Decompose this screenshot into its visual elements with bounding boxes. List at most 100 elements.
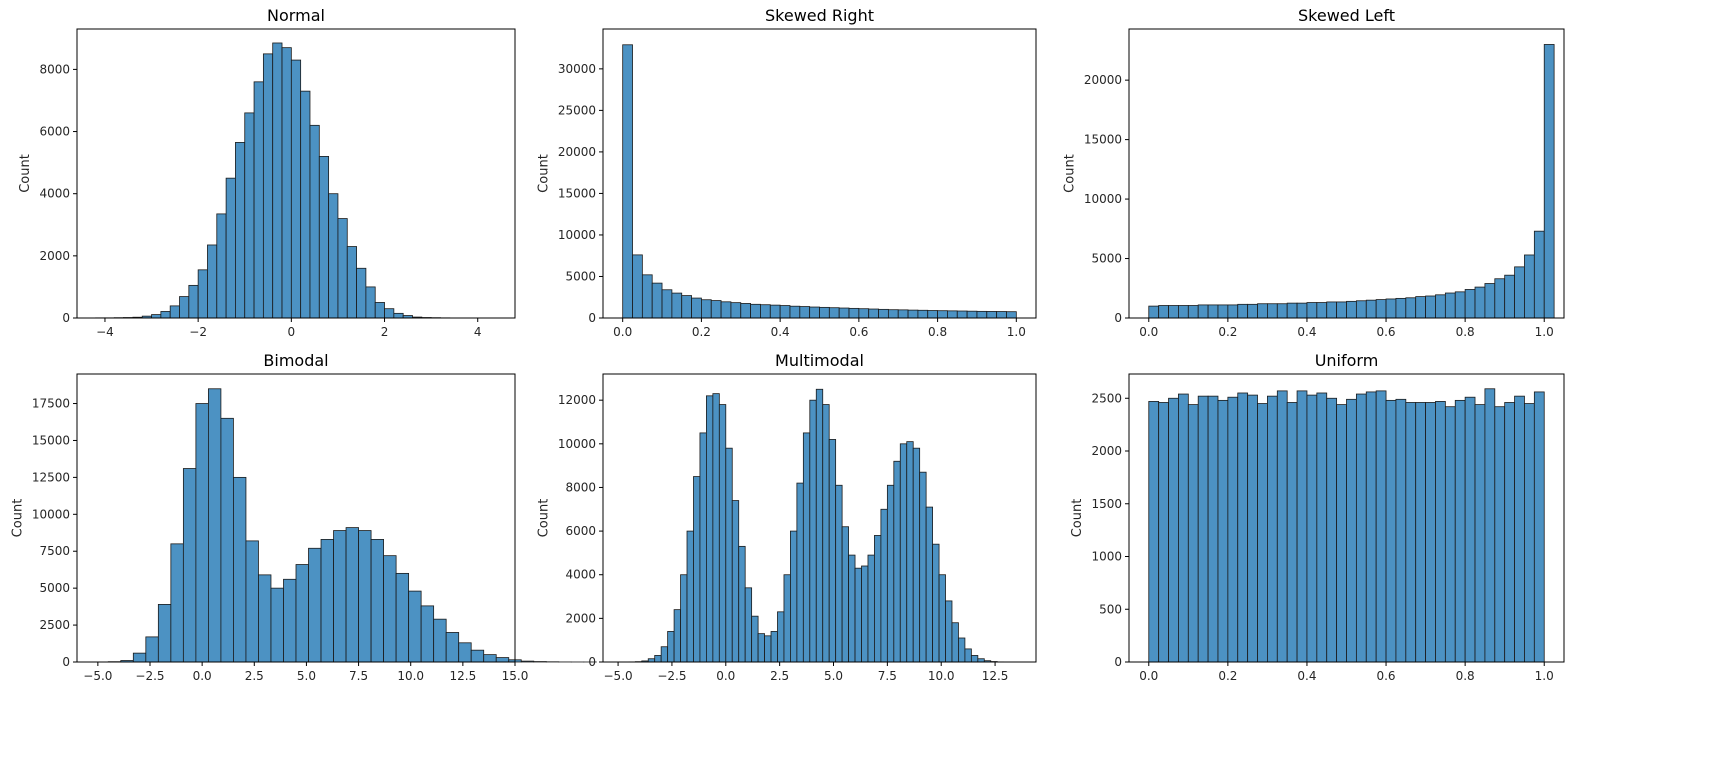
skewed-right-bar (809, 306, 820, 319)
multimodal-axes-frame (602, 373, 1037, 663)
multimodal-bar (731, 500, 740, 663)
multimodal-bar (835, 484, 843, 663)
uniform-bar (1514, 395, 1525, 663)
skewed-left-bar (1346, 300, 1357, 319)
multimodal-bar (718, 404, 727, 663)
multimodal-bar (861, 565, 869, 663)
multimodal-bar (848, 554, 856, 663)
bimodal-bar (333, 530, 347, 663)
multimodal-ytick-label: 4000 (565, 568, 596, 582)
normal-bar (384, 308, 395, 319)
bimodal-xtick-label: 2.5 (245, 669, 264, 683)
bimodal-ytick-label: 12500 (32, 470, 70, 484)
multimodal-bar (770, 631, 778, 663)
normal-bar (197, 269, 208, 319)
normal-axes-frame (76, 28, 516, 319)
uniform-bar (1405, 402, 1417, 663)
normal-xtick-label: −4 (96, 325, 114, 339)
multimodal-bar (932, 543, 940, 663)
multimodal-bar (809, 399, 817, 663)
uniform-bar (1237, 392, 1249, 663)
uniform-bar (1178, 393, 1189, 663)
multimodal-bar (738, 545, 746, 663)
bimodal-bar (358, 530, 372, 663)
uniform-ytick-label: 2000 (1091, 444, 1122, 458)
multimodal-ytick-label: 2000 (565, 611, 596, 625)
uniform-xtick-label: 0.2 (1218, 669, 1237, 683)
panel-uniform: 0.0 0.2 0.4 0.6 0.8 1.0 0 500 1000 1500 2000 2500 Co… (1070, 351, 1565, 683)
bimodal-bar (295, 564, 309, 663)
uniform-ytick-label: 1000 (1091, 550, 1122, 564)
skewed-left-bar (1395, 297, 1407, 319)
panel-skewed-left: 0.0 0.2 0.4 0.6 0.8 1.0 0 5000 10000 15000 20000 Co… (1063, 6, 1565, 339)
skewed-right-bar (691, 297, 702, 319)
skewed-right-ylabel: Count (537, 154, 552, 193)
multimodal-bar (654, 655, 662, 663)
skewed-left-bar (1444, 292, 1456, 319)
skewed-left-bar (1336, 301, 1347, 319)
bimodal-xtick-label: 7.5 (349, 669, 368, 683)
skewed-left-xtick-label: 1.0 (1535, 325, 1554, 339)
skewed-left-bar (1276, 303, 1288, 319)
multimodal-bar (725, 447, 733, 663)
normal-xtick-label: 2 (381, 325, 389, 339)
multimodal-bar (673, 609, 681, 663)
normal-bar (328, 193, 339, 319)
skewed-left-bar (1296, 302, 1308, 319)
normal-bar (309, 124, 320, 319)
uniform-title: Uniform (1315, 351, 1379, 370)
multimodal-bar (712, 393, 720, 663)
skewed-right-bar (996, 311, 1007, 319)
bimodal-xtick-label: 5.0 (297, 669, 316, 683)
skewed-right-bar (956, 310, 968, 319)
skewed-left-bar (1504, 274, 1515, 319)
skewed-right-bar (720, 301, 732, 319)
uniform-bar (1316, 392, 1328, 663)
skewed-right-bar (632, 254, 643, 319)
skewed-left-bar (1355, 300, 1367, 319)
bimodal-xtick-label: −5.0 (83, 669, 112, 683)
bimodal-bar (395, 572, 410, 663)
bimodal-bar (345, 527, 359, 663)
multimodal-xtick-label: −2.5 (657, 669, 686, 683)
skewed-left-bar (1365, 299, 1377, 319)
multimodal-bar (783, 574, 791, 663)
bimodal-bar (495, 657, 510, 663)
skewed-left-bar (1237, 303, 1249, 319)
multimodal-xtick-label: −5.0 (604, 669, 633, 683)
skewed-left-bar (1197, 304, 1209, 319)
multimodal-bar (970, 655, 979, 663)
skewed-left-bar (1217, 304, 1229, 319)
skewed-left-bar (1257, 303, 1268, 319)
skewed-right-title: Skewed Right (765, 6, 874, 25)
bimodal-ytick-label: 7500 (39, 544, 70, 558)
normal-bar (179, 296, 190, 319)
skewed-right-bar (769, 304, 781, 319)
bimodal-bar (433, 618, 447, 663)
uniform-bar (1326, 397, 1338, 663)
skewed-left-bar (1286, 302, 1298, 319)
normal-bar (272, 42, 283, 319)
multimodal-ytick-label: 10000 (558, 437, 596, 451)
uniform-ytick-label: 1500 (1091, 497, 1122, 511)
normal-bar (262, 53, 274, 319)
normal-bar (253, 81, 264, 319)
skewed-right-bar (750, 303, 761, 319)
multimodal-xtick-label: 12.5 (982, 669, 1009, 683)
multimodal-bar (854, 567, 862, 663)
normal-bar (281, 47, 292, 319)
skewed-right-bar (710, 300, 722, 319)
normal-ytick-label: 6000 (39, 125, 70, 139)
uniform-bar (1533, 391, 1545, 663)
bimodal-bar (458, 642, 472, 663)
skewed-left-bar (1267, 303, 1278, 319)
skewed-right-bar (966, 310, 978, 319)
skewed-right-ytick-label: 0 (588, 311, 596, 325)
skewed-right-bar (848, 307, 860, 319)
normal-ylabel: Count (18, 154, 33, 193)
uniform-bar (1524, 403, 1535, 663)
skewed-left-bar (1178, 305, 1189, 319)
uniform-xtick-label: 0.0 (1139, 669, 1158, 683)
multimodal-bar (938, 574, 946, 663)
skewed-left-bar (1168, 305, 1179, 319)
